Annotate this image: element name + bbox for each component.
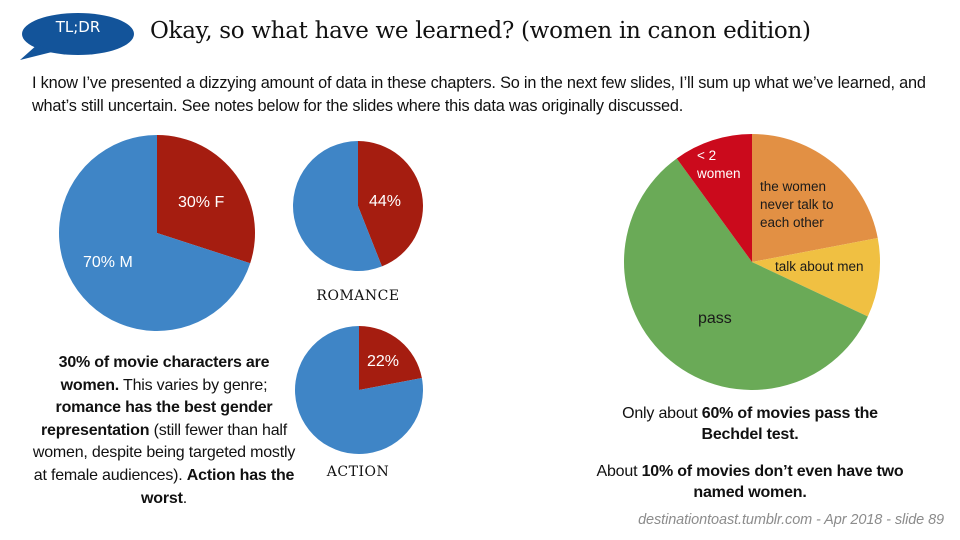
left-summary-text: 30% of movie characters are women. This … — [28, 352, 300, 510]
text-run: This varies by genre; — [119, 376, 268, 394]
pie-slice-bechdel-1 — [752, 238, 880, 317]
bechdel-summary-text: Only about 60% of movies pass the Bechde… — [590, 403, 910, 445]
text-run: 30% of movie characters are women. — [58, 354, 270, 394]
pie-slice-action-1 — [295, 326, 423, 454]
pie-slice-romance-1 — [293, 141, 382, 271]
pie-label-romance-0: 44% — [369, 193, 401, 210]
text-run: About — [596, 463, 642, 480]
pie-label-action-0: 22% — [367, 353, 399, 370]
text-run: Action has the worst — [141, 466, 295, 507]
pie-chart-bechdel: the women never talk to each other talk abo… — [624, 134, 880, 391]
pie-chart-all-characters: 30% F 70% M — [59, 135, 255, 331]
slide-title: Okay, so what have we learned? (women in… — [150, 18, 811, 44]
intro-text: I know I’ve presented a dizzying amount … — [32, 74, 926, 115]
pie-label-bechdel-0: the women never talk to each other — [760, 179, 834, 230]
pie-slice-all-characters-1 — [59, 135, 251, 331]
pie-label-bechdel-3: < 2 women — [696, 148, 741, 181]
pie-label-all-characters-0: 30% F — [178, 194, 224, 211]
text-run: . — [182, 489, 187, 507]
named-women-summary-text: About 10% of movies don’t even have two … — [590, 461, 910, 503]
pie-slice-bechdel-3 — [676, 134, 752, 262]
pie-slice-romance-0 — [358, 141, 423, 267]
pie-chart-romance: 44% — [293, 141, 423, 271]
text-run: romance has the best gender representati… — [40, 399, 273, 439]
footer-credit: destinationtoast.tumblr.com - Apr 2018 -… — [638, 512, 944, 528]
pie-slice-all-characters-0 — [157, 135, 255, 264]
pie-slice-bechdel-0 — [752, 134, 878, 262]
genre-label-romance: ROMANCE — [316, 288, 400, 304]
pie-chart-action: 22% — [295, 326, 423, 454]
genre-label-action: ACTION — [326, 464, 390, 480]
pie-label-bechdel-1: talk about men — [775, 259, 864, 274]
text-run: 10% of movies don’t even have two named … — [641, 463, 904, 501]
pie-slice-action-0 — [359, 326, 422, 390]
text-run: Only about — [622, 405, 702, 422]
pie-slice-bechdel-2 — [624, 158, 868, 391]
pie-label-all-characters-1: 70% M — [83, 254, 133, 271]
text-run: 60% of movies pass the Bechdel test. — [701, 405, 879, 443]
pie-label-bechdel-2: pass — [698, 310, 732, 327]
tldr-badge: TL;DR — [55, 18, 101, 36]
text-run: (still fewer than half women, despite be… — [32, 421, 296, 484]
tldr-speech-bubble-icon — [20, 13, 134, 60]
